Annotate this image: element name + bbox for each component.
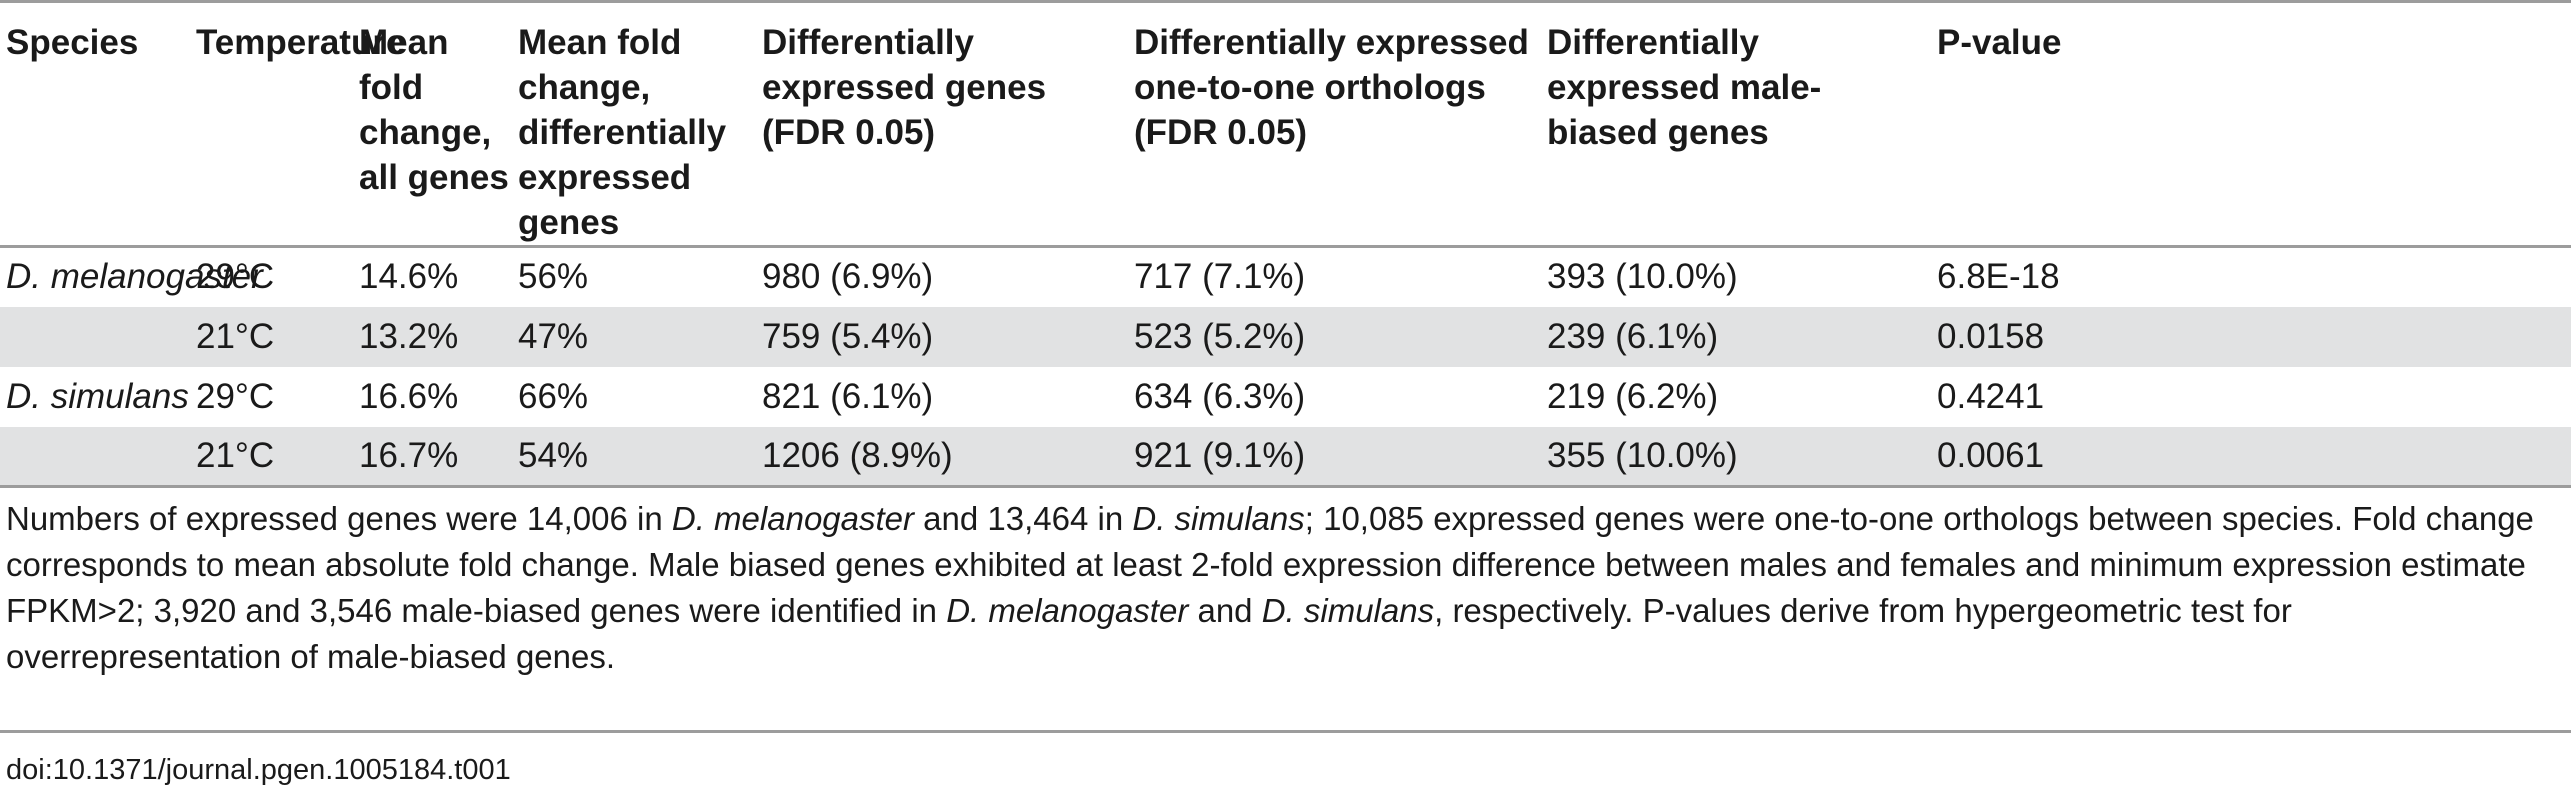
- cell-temperature: 29°C: [196, 376, 275, 416]
- cell-de-orthologs: 921 (9.1%): [1128, 426, 1541, 488]
- cell-mean-fold-de: 66%: [518, 376, 589, 416]
- footnote-species: D. melanogaster: [671, 500, 915, 537]
- cell-de-male-biased: 393 (10.0%): [1547, 257, 1738, 297]
- cell-temperature: 21°C: [190, 306, 353, 367]
- cell-de-genes: 759 (5.4%): [756, 306, 1128, 367]
- table-row: 21°C 16.7% 54% 1206 (8.9%) 921 (9.1%) 35…: [0, 426, 2571, 488]
- table-top-rule: [0, 0, 2571, 3]
- cell-de-orthologs: 717 (7.1%): [1134, 257, 1306, 297]
- col-header-mean-fold-de: Mean fold change, differentially express…: [512, 3, 756, 248]
- cell-p-value: 0.4241: [1937, 376, 2045, 416]
- footnote-text: and 13,464 in: [914, 500, 1133, 537]
- cell-de-orthologs: 523 (5.2%): [1128, 306, 1541, 367]
- footnote-bottom-rule: [0, 730, 2571, 733]
- cell-temperature: 21°C: [190, 426, 353, 488]
- cell-de-genes: 821 (6.1%): [762, 376, 934, 416]
- cell-species: D. simulans: [6, 376, 189, 416]
- cell-de-male-biased: 239 (6.1%): [1541, 306, 1931, 367]
- footnote-text: Numbers of expressed genes were 14,006 i…: [6, 500, 672, 537]
- cell-de-genes: 1206 (8.9%): [756, 426, 1128, 488]
- footnote-text: , respectively. P-values derive from hyp…: [6, 592, 2292, 675]
- table-footnote: Numbers of expressed genes were 14,006 i…: [6, 496, 2546, 680]
- doi-link[interactable]: doi:10.1371/journal.pgen.1005184.t001: [6, 754, 511, 786]
- cell-mean-fold-all: 16.7%: [353, 426, 512, 488]
- cell-mean-fold-all: 13.2%: [353, 306, 512, 367]
- col-header-species: Species: [0, 3, 190, 248]
- col-header-temperature: Temperature: [190, 3, 405, 248]
- cell-mean-fold-de: 54%: [512, 426, 756, 488]
- cell-p-value: 0.0061: [1931, 426, 2571, 488]
- table-header-row: Species Temperature Mean fold change, al…: [0, 3, 2571, 248]
- footnote-species: D. simulans: [1132, 500, 1305, 537]
- table-row: 21°C 13.2% 47% 759 (5.4%) 523 (5.2%) 239…: [0, 306, 2571, 367]
- cell-de-orthologs: 634 (6.3%): [1134, 376, 1306, 416]
- cell-species: D. melanogaster: [6, 257, 263, 297]
- cell-temperature: 29°C: [196, 257, 275, 297]
- col-header-de-orthologs: Differentially expressed one-to-one orth…: [1128, 3, 1541, 248]
- col-header-mean-fold-all: Mean fold change, all genes: [353, 3, 512, 248]
- col-header-p-value: P-value: [1931, 3, 2571, 248]
- cell-mean-fold-de: 56%: [518, 257, 589, 297]
- footnote-text: and: [1188, 592, 1262, 629]
- cell-species: [0, 306, 190, 367]
- col-header-de-male-biased: Differentially expressed male-biased gen…: [1541, 3, 1931, 248]
- table-row: D. simulans 29°C 16.6% 66% 821 (6.1%) 63…: [0, 367, 2571, 427]
- cell-mean-fold-de: 47%: [512, 306, 756, 367]
- col-header-de-genes: Differentially expressed genes (FDR 0.05…: [756, 3, 1128, 248]
- table-row: D. melanogaster 29°C 14.6% 56% 980 (6.9%…: [0, 247, 2571, 307]
- cell-de-male-biased: 355 (10.0%): [1541, 426, 1931, 488]
- footnote-text: ; 10,085 expressed genes were one-to-one…: [6, 500, 2534, 629]
- cell-mean-fold-all: 14.6%: [359, 257, 459, 297]
- footnote-species: D. melanogaster: [946, 592, 1189, 629]
- cell-mean-fold-all: 16.6%: [359, 376, 459, 416]
- cell-p-value: 6.8E-18: [1937, 257, 2060, 297]
- cell-species: [0, 426, 190, 488]
- cell-p-value: 0.0158: [1931, 306, 2571, 367]
- results-table: Species Temperature Mean fold change, al…: [0, 3, 2571, 488]
- cell-de-genes: 980 (6.9%): [762, 257, 934, 297]
- cell-de-male-biased: 219 (6.2%): [1547, 376, 1719, 416]
- footnote-species: D. simulans: [1261, 592, 1435, 629]
